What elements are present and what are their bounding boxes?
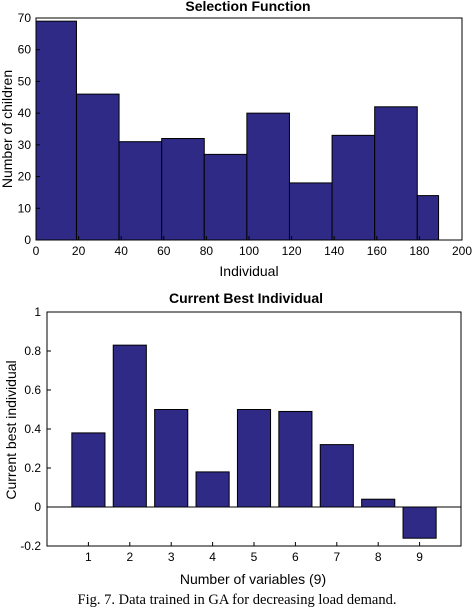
x-tick-label: 8 [375, 550, 382, 564]
y-tick-label: 0 [24, 233, 31, 247]
x-axis-label: Number of variables (9) [180, 571, 326, 587]
chart-title: Current Best Individual [169, 290, 323, 306]
variable-bar [319, 444, 354, 508]
y-axis-ticks: 0 10 20 30 40 50 60 70 [18, 11, 40, 247]
y-axis-label: Number of children [0, 70, 15, 188]
y-tick-label: 60 [18, 43, 32, 57]
x-axis-label: Individual [219, 263, 278, 279]
x-tick-label: 2 [126, 550, 133, 564]
variable-bar [278, 410, 313, 508]
histogram-bar [331, 134, 376, 241]
histogram-bar [288, 182, 333, 241]
histogram-bar [75, 93, 120, 241]
x-tick-label: 5 [251, 550, 258, 564]
y-tick-label: 10 [18, 201, 32, 215]
x-tick-label: 120 [282, 244, 302, 258]
histogram-bar [203, 153, 248, 241]
y-tick-label: 0.8 [24, 344, 41, 358]
variable-bar [112, 344, 147, 508]
x-tick-label: 0 [33, 244, 40, 258]
x-tick-label: 80 [200, 244, 214, 258]
x-tick-label: 60 [157, 244, 171, 258]
y-tick-label: 20 [18, 170, 32, 184]
x-tick-label: 40 [115, 244, 129, 258]
histogram-bar [246, 112, 290, 241]
y-tick-label: -0.2 [20, 539, 41, 553]
y-tick-label: 0.4 [24, 422, 41, 436]
histogram-bar [118, 141, 163, 241]
y-tick-label: 0.6 [24, 383, 41, 397]
variable-bar [154, 409, 189, 508]
y-tick-label: 1 [34, 305, 41, 319]
x-tick-label: 100 [239, 244, 259, 258]
x-axis-ticks: 1 2 3 4 5 6 7 8 9 [85, 542, 423, 564]
y-axis-ticks: -0.2 0 0.2 0.4 0.6 0.8 1 [20, 305, 51, 553]
histogram-bar [35, 20, 77, 241]
variable-bar [71, 432, 106, 508]
y-tick-label: 50 [18, 74, 32, 88]
y-tick-label: 0.2 [24, 461, 41, 475]
x-tick-label: 1 [85, 550, 92, 564]
x-axis-ticks: 0 20 40 60 80 100 120 140 160 180 200 [33, 236, 472, 258]
x-tick-label: 3 [168, 550, 175, 564]
y-tick-label: 0 [34, 500, 41, 514]
current-best-individual-chart: Current Best Individual 1 2 3 4 5 6 7 8 9 -0.2 0 0… [3, 290, 462, 587]
x-tick-label: 6 [292, 550, 299, 564]
x-tick-label: 180 [409, 244, 429, 258]
histogram-bar [416, 195, 440, 241]
x-tick-label: 160 [367, 244, 387, 258]
figure-caption: Fig. 7. Data trained in GA for decreasin… [77, 592, 397, 608]
x-tick-label: 20 [72, 244, 86, 258]
x-tick-label: 7 [333, 550, 340, 564]
histogram-bar [161, 138, 205, 241]
x-tick-label: 4 [209, 550, 216, 564]
variable-bars [71, 344, 437, 539]
x-tick-label: 200 [452, 244, 472, 258]
selection-function-chart: Selection Function 0 20 40 60 80 100 120 140 160… [0, 0, 472, 279]
chart-title: Selection Function [185, 0, 310, 14]
histogram-bar [374, 106, 418, 241]
histogram-bars [35, 20, 440, 241]
x-tick-label: 140 [324, 244, 344, 258]
variable-bar [236, 409, 272, 508]
variable-bar [195, 471, 230, 508]
variable-bar [361, 498, 396, 508]
y-tick-label: 30 [18, 138, 32, 152]
x-tick-label: 9 [416, 550, 423, 564]
y-axis-label: Current best individual [3, 360, 19, 499]
y-tick-label: 40 [18, 106, 32, 120]
variable-bar [402, 506, 437, 539]
y-tick-label: 70 [18, 11, 32, 25]
